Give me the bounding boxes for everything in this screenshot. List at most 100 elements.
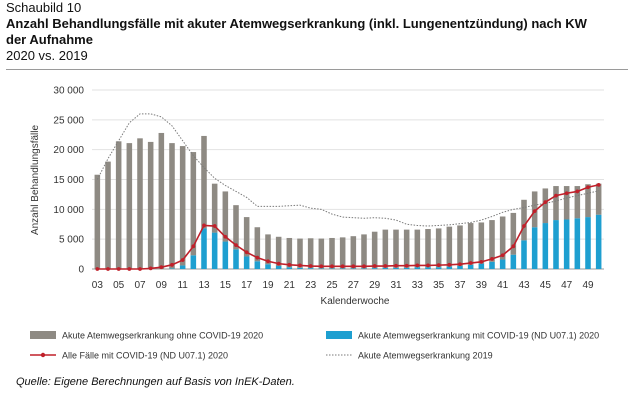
y-tick-label: 20 000 [53,145,84,156]
bar-covid [318,268,325,269]
bar-covid [393,267,399,269]
bar-non-covid [457,225,463,267]
line-covid-total-marker [596,182,601,187]
line-covid-total-marker [351,264,356,269]
bar-non-covid [329,237,335,269]
bar-non-covid [254,227,261,262]
bar-covid [403,267,410,269]
line-covid-total-marker [266,259,270,264]
bar-covid [478,263,485,269]
line-covid-total-marker [511,244,516,249]
legend-item: Alle Fälle mit COVID-19 (ND U07.1) 2020 [30,351,228,361]
y-axis-label: Anzahl Behandlungsfälle [30,125,41,236]
legend-item: Akute Atemwegserkrankung mit COVID-19 (N… [326,331,599,341]
line-2019 [96,113,599,227]
line-covid-total-marker [436,263,441,268]
bar-non-covid [275,236,282,267]
bar-non-covid [94,174,101,269]
bar-covid [563,219,570,269]
line-covid-total-marker [362,264,366,269]
line-covid-total-marker [340,264,345,269]
x-tick-label: 11 [177,280,188,291]
line-covid-total-marker [404,263,409,268]
line-covid-total-marker [554,193,558,198]
x-tick-label: 05 [113,280,125,291]
line-covid-total-marker [500,253,505,258]
bar-covid [489,261,495,269]
bar-non-covid [211,183,218,233]
bar-covid [585,217,591,269]
line-covid-total-marker [255,255,260,260]
bar-covid [190,255,197,269]
bar-non-covid [489,220,495,262]
line-covid-total-marker [330,264,334,269]
bar-non-covid [243,217,250,257]
line-covid-total-marker [415,263,420,268]
bar-covid [446,266,453,269]
bar-non-covid [265,234,271,265]
x-tick-label: 25 [326,280,338,291]
bar-covid [510,254,517,269]
x-tick-label: 03 [92,280,104,291]
bar-covid [425,267,431,269]
chart-title-line-1: Anzahl Behandlungsfälle mit akuter Atemw… [6,16,587,31]
line-covid-total-marker [372,264,377,268]
line-covid-total-marker [244,250,249,255]
y-tick-label: 0 [78,265,84,276]
bar-non-covid [414,229,421,268]
bar-covid [233,249,239,269]
source-note: Quelle: Eigene Berechnungen auf Basis vo… [16,376,295,388]
bar-covid [435,267,442,269]
bar-covid [467,264,474,269]
bar-non-covid [595,183,602,215]
legend-item: Akute Atemwegserkrankung ohne COVID-19 2… [30,331,263,341]
bar-covid [553,220,559,269]
line-covid-total-marker [532,209,537,214]
y-tick-label: 15 000 [53,175,84,186]
bars [94,132,602,269]
chart-title-line-2: der Aufnahme [6,32,93,47]
bar-non-covid [233,205,239,250]
legend-label: Akute Atemwegserkrankung 2019 [358,351,493,361]
line-covid-total-marker [191,244,196,249]
bar-non-covid [147,141,154,269]
line-covid-total-marker [159,265,164,270]
bar-non-covid [574,186,581,219]
bar-non-covid [307,238,314,269]
line-covid-total-marker [543,200,548,205]
bar-covid [297,267,303,269]
bar-non-covid [339,237,346,269]
legend-item: Akute Atemwegserkrankung 2019 [326,351,493,361]
bar-non-covid [403,229,410,268]
line-covid-total-marker [180,258,185,262]
x-tick-label: 13 [198,280,210,291]
x-axis-label: Kalenderwoche [321,296,390,307]
bar-covid [179,265,186,269]
bar-covid [595,214,602,269]
header-divider [6,69,628,70]
line-covid-total-marker [106,267,110,271]
bar-non-covid [382,229,389,268]
bar-non-covid [499,216,506,260]
bar-non-covid [350,236,357,269]
x-tick-label: 07 [134,280,146,291]
line-covid-total-marker [383,264,388,268]
line-covid-total-marker [95,267,100,271]
bar-covid [521,240,527,269]
line-covid-total-marker [458,262,462,267]
bar-non-covid [585,184,591,218]
x-tick-label: 19 [262,280,274,291]
bar-non-covid [446,226,453,267]
line-covid-total-marker [138,267,142,271]
bar-covid [361,268,367,269]
bar-covid [542,223,549,269]
x-tick-label: 37 [454,280,466,291]
bar-non-covid [425,229,431,268]
bar-non-covid [478,222,485,264]
line-covid-total-marker [575,189,580,194]
bar-non-covid [393,229,399,268]
line-covid-total-marker [202,223,206,228]
legend-marker [40,352,46,358]
x-tick-label: 47 [561,280,573,291]
